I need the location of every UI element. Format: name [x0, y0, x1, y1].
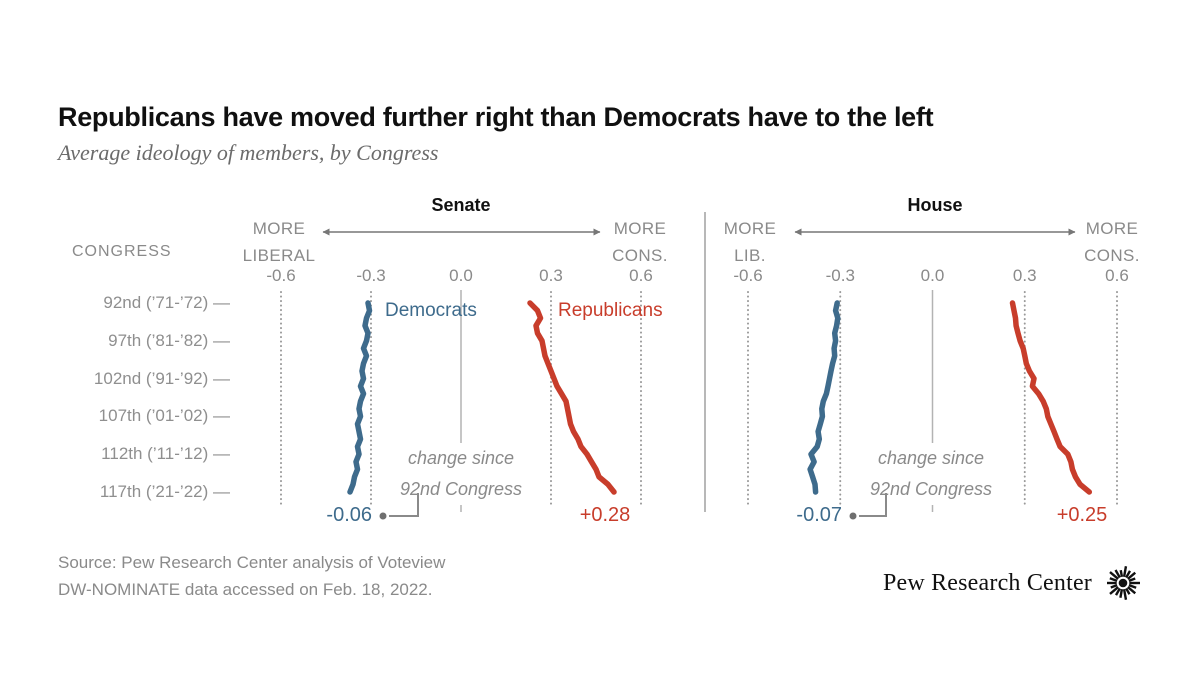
democrats-legend-label: Democrats [385, 300, 477, 321]
tick-label: -0.6 [733, 266, 763, 285]
republicans-legend-label: Republicans [558, 300, 663, 321]
house-callout-dot [849, 512, 857, 520]
rep-line-house [1009, 300, 1093, 495]
source-line: Source: Pew Research Center analysis of … [58, 553, 446, 572]
house-panel-title: House [907, 195, 963, 215]
sunburst-ray [1128, 584, 1137, 589]
rep-line-senate [527, 300, 617, 495]
congress-row-label: 102nd (’91-’92) — [93, 368, 230, 388]
sunburst-ray [1122, 588, 1128, 600]
source-note: Source: Pew Research Center analysis of … [58, 549, 445, 603]
tick-label: 0.6 [629, 266, 653, 285]
label-line: MORE [1085, 219, 1139, 238]
tick-label: 0.0 [449, 266, 473, 285]
label-line: CONS. [1084, 246, 1140, 265]
tick-label: -0.3 [356, 266, 386, 285]
annotation-line: 92nd Congress [399, 479, 523, 499]
pew-logo-text: Pew Research Center [882, 569, 1092, 596]
house-more-lib-label: MORE LIB. [690, 215, 810, 269]
sunburst-ray [1125, 570, 1132, 579]
dem-line-senate [347, 300, 373, 495]
sunburst-ray [1119, 588, 1124, 598]
sunburst-ray [1109, 586, 1119, 595]
senate-rep-change-value: +0.28 [579, 504, 631, 526]
annotation-line: change since [877, 448, 985, 468]
house-dem-change-value: -0.07 [796, 504, 842, 526]
tick-label: 0.6 [1105, 266, 1129, 285]
senate-callout-dot [379, 512, 387, 520]
sunburst-ray [1122, 566, 1128, 578]
congress-row-label: 92nd (’71-’72) — [103, 293, 230, 312]
source-line: DW-NOMINATE data accessed on Feb. 18, 20… [58, 580, 433, 599]
label-line: CONS. [612, 246, 668, 265]
sunburst-ray [1114, 587, 1121, 596]
congress-row-label: 112th (’11-’12) — [101, 444, 230, 464]
congress-axis-header: CONGRESS [72, 243, 172, 260]
pew-sunburst-icon [1107, 566, 1140, 600]
label-line: MORE [252, 219, 306, 238]
house-rep-change-value: +0.25 [1056, 504, 1108, 526]
congress-row-label: 117th (’21-’22) — [99, 482, 230, 501]
annotation-line: change since [407, 448, 515, 468]
tick-label: 0.3 [539, 266, 563, 285]
label-line: LIBERAL [242, 246, 316, 265]
sunburst-ray [1114, 569, 1121, 579]
label-line: MORE [613, 219, 667, 238]
sunburst-ray [1127, 586, 1137, 595]
tick-label: 0.0 [920, 266, 945, 285]
senate-more-cons-label: MORE CONS. [580, 215, 700, 269]
dem-line-house [807, 300, 841, 495]
senate-dem-change-value: -0.06 [326, 504, 372, 526]
sunburst-ray [1127, 571, 1137, 580]
label-line: MORE [723, 219, 777, 238]
sunburst-ray [1119, 569, 1124, 578]
sunburst-ray [1109, 577, 1118, 582]
senate-panel-title: Senate [431, 195, 491, 215]
sunburst-ray [1110, 584, 1118, 589]
congress-row-label: 97th (’81-’82) — [108, 330, 230, 350]
senate-more-liberal-label: MORE LIBERAL [219, 215, 339, 269]
page-subtitle: Average ideology of members, by Congress [58, 140, 439, 165]
house-change-annotation: change since 92nd Congress [856, 443, 1006, 505]
tick-label: -0.6 [266, 266, 296, 285]
senate-change-annotation: change since 92nd Congress [386, 443, 536, 505]
sunburst-ray [1125, 587, 1131, 595]
tick-label: -0.3 [825, 266, 855, 285]
sunburst-ray [1109, 571, 1119, 580]
tick-label: 0.3 [1012, 266, 1037, 285]
pew-logo: Pew Research Center [883, 564, 1142, 602]
label-line: LIB. [734, 246, 766, 265]
annotation-line: 92nd Congress [869, 479, 993, 499]
house-more-cons-label: MORE CONS. [1052, 215, 1172, 269]
sunburst-ray [1128, 577, 1136, 582]
congress-row-label: 107th (’01-’02) — [98, 406, 230, 426]
page-title: Republicans have moved further right tha… [58, 102, 934, 133]
